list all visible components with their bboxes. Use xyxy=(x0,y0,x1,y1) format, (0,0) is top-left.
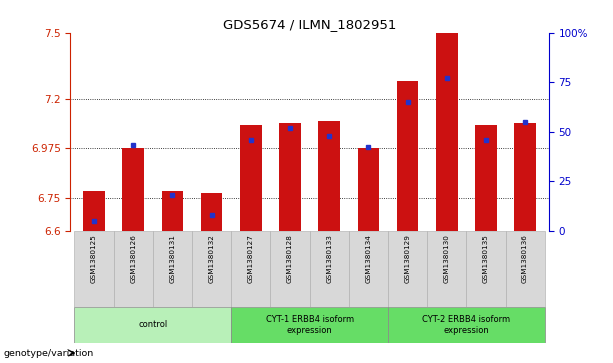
Bar xyxy=(231,231,270,307)
Text: GSM1380134: GSM1380134 xyxy=(365,234,371,283)
Title: GDS5674 / ILMN_1802951: GDS5674 / ILMN_1802951 xyxy=(223,19,396,32)
Bar xyxy=(279,123,301,231)
Text: GSM1380127: GSM1380127 xyxy=(248,234,254,283)
Text: GSM1380135: GSM1380135 xyxy=(483,234,489,283)
Bar xyxy=(506,231,545,307)
Bar xyxy=(270,231,310,307)
Bar xyxy=(466,231,506,307)
Bar xyxy=(231,307,388,343)
Text: GSM1380125: GSM1380125 xyxy=(91,234,97,283)
Text: GSM1380129: GSM1380129 xyxy=(405,234,411,283)
Bar xyxy=(192,231,231,307)
Bar xyxy=(357,148,379,231)
Bar xyxy=(310,231,349,307)
Text: GSM1380130: GSM1380130 xyxy=(444,234,450,283)
Bar xyxy=(427,231,466,307)
Bar xyxy=(113,231,153,307)
Bar xyxy=(162,191,183,231)
Bar xyxy=(153,231,192,307)
Text: CYT-1 ERBB4 isoform
expression: CYT-1 ERBB4 isoform expression xyxy=(265,315,354,335)
Bar xyxy=(201,193,223,231)
Text: GSM1380133: GSM1380133 xyxy=(326,234,332,283)
Text: control: control xyxy=(138,321,167,329)
Bar xyxy=(436,33,457,231)
Bar xyxy=(74,307,231,343)
Text: GSM1380132: GSM1380132 xyxy=(208,234,215,283)
Bar xyxy=(388,307,545,343)
Bar xyxy=(475,125,497,231)
Bar xyxy=(123,148,144,231)
Bar xyxy=(397,81,418,231)
Bar xyxy=(83,191,105,231)
Bar xyxy=(74,231,113,307)
Bar xyxy=(514,123,536,231)
Bar xyxy=(240,125,262,231)
Bar xyxy=(388,231,427,307)
Text: GSM1380131: GSM1380131 xyxy=(169,234,175,283)
Bar xyxy=(318,121,340,231)
Text: CYT-2 ERBB4 isoform
expression: CYT-2 ERBB4 isoform expression xyxy=(422,315,511,335)
Text: GSM1380128: GSM1380128 xyxy=(287,234,293,283)
Text: genotype/variation: genotype/variation xyxy=(3,348,93,358)
Bar xyxy=(349,231,388,307)
Text: GSM1380126: GSM1380126 xyxy=(130,234,136,283)
Text: GSM1380136: GSM1380136 xyxy=(522,234,528,283)
